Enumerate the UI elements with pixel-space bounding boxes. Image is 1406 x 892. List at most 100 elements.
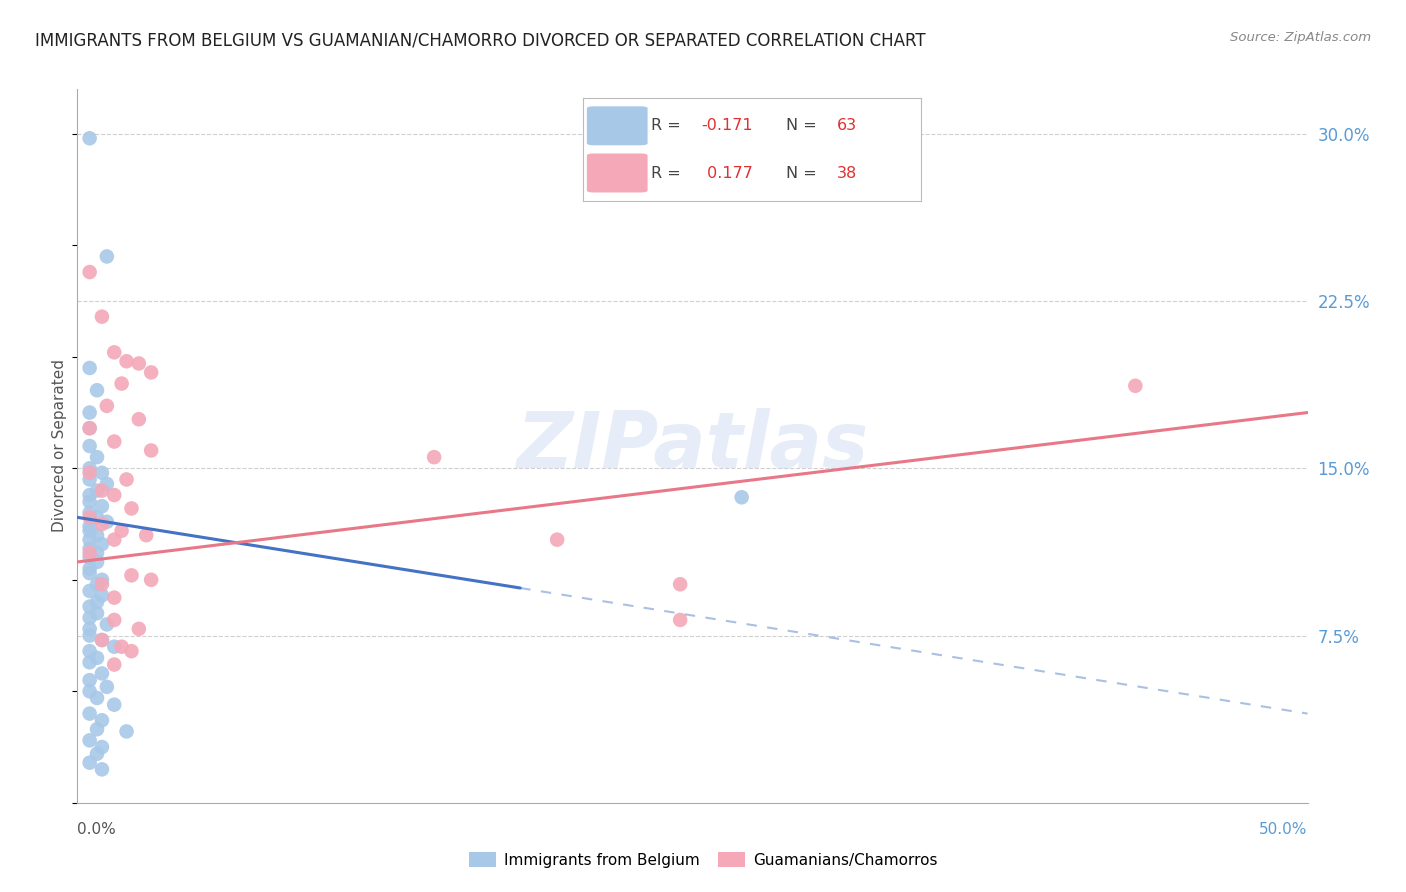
Point	[90, 633, 114, 648]
Point	[86, 546, 108, 560]
Point	[111, 640, 132, 654]
Point	[86, 723, 108, 737]
Point	[79, 265, 101, 279]
Point	[111, 376, 132, 391]
Legend: Immigrants from Belgium, Guamanians/Chamorros: Immigrants from Belgium, Guamanians/Cham…	[463, 846, 943, 873]
Point	[79, 494, 101, 508]
Point	[86, 690, 108, 705]
Point	[90, 666, 114, 681]
Point	[86, 747, 108, 761]
Point	[90, 714, 114, 728]
Point	[86, 450, 108, 465]
Point	[1125, 378, 1147, 392]
Point	[103, 434, 125, 449]
Point	[103, 698, 125, 712]
FancyBboxPatch shape	[586, 153, 648, 193]
Point	[121, 501, 143, 516]
FancyBboxPatch shape	[586, 106, 648, 145]
Point	[128, 356, 150, 371]
Point	[86, 483, 108, 498]
Text: 38: 38	[837, 166, 856, 180]
Point	[669, 613, 692, 627]
Point	[90, 466, 114, 480]
Point	[79, 524, 101, 538]
Point	[141, 443, 163, 458]
Point	[79, 599, 101, 614]
Point	[103, 345, 125, 359]
Point	[79, 546, 101, 560]
Point	[121, 644, 143, 658]
Point	[103, 533, 125, 547]
Point	[79, 510, 101, 524]
Point	[79, 461, 101, 475]
Point	[86, 651, 108, 665]
Text: N =: N =	[786, 166, 823, 180]
Point	[86, 607, 108, 621]
Point	[79, 466, 101, 480]
Point	[79, 421, 101, 435]
Point	[669, 577, 692, 591]
Point	[96, 680, 118, 694]
Point	[79, 733, 101, 747]
Point	[79, 360, 101, 375]
Point	[135, 528, 157, 542]
Point	[128, 622, 150, 636]
Point	[546, 533, 568, 547]
Point	[96, 476, 118, 491]
Point	[103, 657, 125, 672]
Point	[90, 740, 114, 755]
Point	[79, 473, 101, 487]
Point	[90, 633, 114, 648]
Point	[79, 706, 101, 721]
Point	[90, 500, 114, 514]
Point	[128, 412, 150, 426]
Point	[86, 510, 108, 524]
Point	[96, 249, 118, 264]
Text: 63: 63	[837, 119, 856, 133]
Point	[79, 533, 101, 547]
Point	[90, 537, 114, 551]
Point	[90, 762, 114, 776]
Point	[90, 573, 114, 587]
Point	[79, 550, 101, 565]
Point	[79, 439, 101, 453]
Point	[103, 640, 125, 654]
Point	[90, 577, 114, 591]
Point	[79, 488, 101, 502]
Point	[141, 366, 163, 380]
Point	[79, 131, 101, 145]
Point	[79, 628, 101, 642]
Point	[111, 524, 132, 538]
Point	[141, 573, 163, 587]
Point	[79, 610, 101, 624]
Point	[115, 724, 138, 739]
Point	[86, 595, 108, 609]
Point	[731, 490, 754, 504]
Text: Source: ZipAtlas.com: Source: ZipAtlas.com	[1230, 31, 1371, 45]
Point	[86, 555, 108, 569]
Text: 50.0%: 50.0%	[1260, 822, 1308, 837]
Point	[121, 568, 143, 582]
Point	[79, 756, 101, 770]
Point	[90, 589, 114, 603]
Point	[90, 517, 114, 532]
Point	[79, 655, 101, 669]
Point	[79, 622, 101, 636]
Text: 0.177: 0.177	[702, 166, 752, 180]
Point	[79, 673, 101, 687]
Text: 0.0%: 0.0%	[77, 822, 117, 837]
Point	[79, 583, 101, 598]
Point	[86, 528, 108, 542]
Point	[115, 473, 138, 487]
Point	[423, 450, 446, 465]
Point	[103, 488, 125, 502]
Point	[79, 562, 101, 576]
Point	[79, 519, 101, 533]
Y-axis label: Divorced or Separated: Divorced or Separated	[52, 359, 67, 533]
Text: -0.171: -0.171	[702, 119, 754, 133]
Point	[86, 577, 108, 591]
Text: N =: N =	[786, 119, 823, 133]
Point	[79, 506, 101, 520]
Point	[96, 617, 118, 632]
Point	[79, 541, 101, 556]
